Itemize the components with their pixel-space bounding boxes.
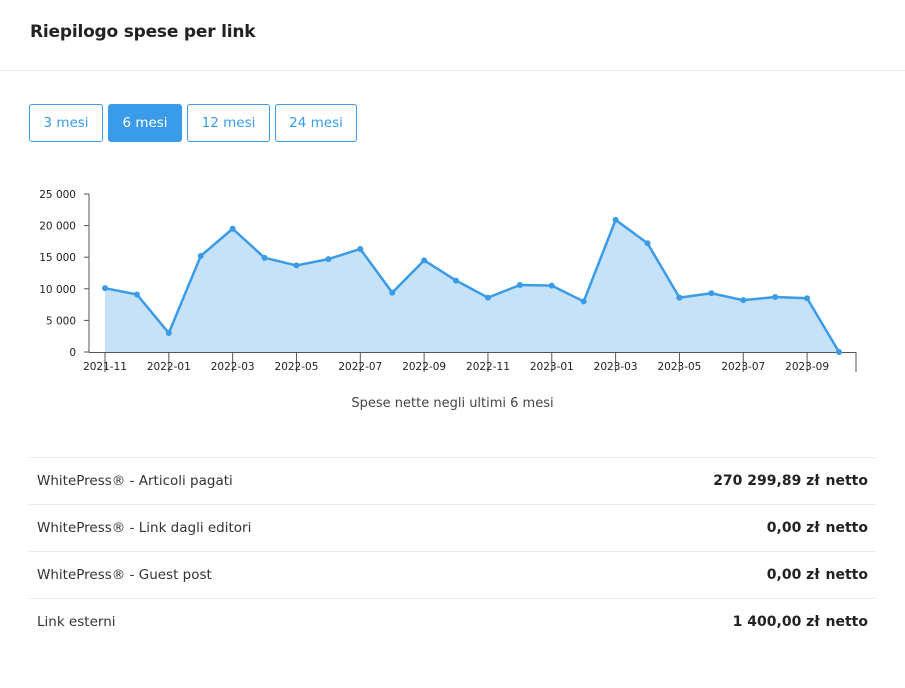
data-point xyxy=(325,256,332,263)
data-point xyxy=(484,294,491,301)
x-tick-label: 2023-03 xyxy=(594,361,638,373)
data-point xyxy=(804,295,811,302)
amount-suffix: netto xyxy=(825,473,868,489)
x-tick-label: 2023-09 xyxy=(785,361,829,373)
summary-label: WhitePress® - Articoli pagati xyxy=(37,473,233,489)
panel-header: Riepilogo spese per link xyxy=(0,0,905,71)
y-tick-label: 15 000 xyxy=(39,252,76,264)
chart-caption: Spese nette negli ultimi 6 mesi xyxy=(351,396,554,411)
summary-label: WhitePress® - Guest post xyxy=(37,567,212,583)
amount-value: 270 299,89 zł xyxy=(713,473,820,489)
data-point xyxy=(644,240,651,247)
data-point xyxy=(676,294,683,301)
data-point xyxy=(772,294,779,301)
summary-amount: 1 400,00 zł netto xyxy=(733,614,868,630)
tab-12-mesi[interactable]: 12 mesi xyxy=(187,104,270,142)
summary-row-link-editori: WhitePress® - Link dagli editori 0,00 zł… xyxy=(29,504,876,551)
x-tick-label: 2022-11 xyxy=(466,361,510,373)
y-tick-label: 20 000 xyxy=(39,221,76,233)
x-tick-label: 2022-03 xyxy=(211,361,255,373)
amount-value: 0,00 zł xyxy=(766,520,820,536)
summary-amount: 270 299,89 zł netto xyxy=(713,473,868,489)
amount-suffix: netto xyxy=(825,614,868,630)
summary-label: WhitePress® - Link dagli editori xyxy=(37,520,252,536)
y-tick-label: 0 xyxy=(69,347,76,359)
y-tick-label: 5 000 xyxy=(46,315,76,327)
summary-row-articoli: WhitePress® - Articoli pagati 270 299,89… xyxy=(29,457,876,504)
series-area xyxy=(105,219,839,352)
data-point xyxy=(293,262,300,269)
data-point xyxy=(708,290,715,297)
data-point xyxy=(389,289,396,296)
amount-value: 1 400,00 zł xyxy=(732,614,820,630)
amount-suffix: netto xyxy=(825,520,868,536)
summary-row-guest-post: WhitePress® - Guest post 0,00 zł netto xyxy=(29,551,876,598)
data-point xyxy=(357,245,364,252)
data-point xyxy=(580,298,587,305)
summary-label: Link esterni xyxy=(37,614,116,630)
data-point xyxy=(612,216,619,223)
amount-suffix: netto xyxy=(825,567,868,583)
summary-table: WhitePress® - Articoli pagati 270 299,89… xyxy=(29,457,876,645)
x-tick-label: 2022-01 xyxy=(147,361,191,373)
x-tick-label: 2023-07 xyxy=(721,361,765,373)
x-tick-label: 2023-05 xyxy=(657,361,701,373)
data-point xyxy=(133,291,140,298)
amount-value: 0,00 zł xyxy=(766,567,820,583)
y-tick-label: 10 000 xyxy=(39,284,76,296)
data-point xyxy=(548,282,555,289)
data-point xyxy=(197,252,204,259)
x-tick-label: 2022-09 xyxy=(402,361,446,373)
y-tick-label: 25 000 xyxy=(39,189,76,201)
x-tick-label: 2021-11 xyxy=(83,361,127,373)
spending-chart: 0 5 000 10 000 15 000 20 000 25 000 2021-11 202… xyxy=(0,180,905,380)
data-point xyxy=(102,285,108,292)
series-line xyxy=(104,218,841,353)
x-tick-label: 2022-07 xyxy=(338,361,382,373)
summary-row-link-esterni: Link esterni 1 400,00 zł netto xyxy=(29,598,876,645)
data-point xyxy=(165,330,172,337)
data-point xyxy=(516,282,523,289)
x-tick-label: 2023-01 xyxy=(530,361,574,373)
data-point xyxy=(421,257,428,264)
period-tabs: 3 mesi 6 mesi 12 mesi 24 mesi xyxy=(29,104,357,142)
data-point xyxy=(836,349,842,355)
summary-amount: 0,00 zł netto xyxy=(767,567,868,583)
x-tick-label: 2022-05 xyxy=(275,361,319,373)
page-title: Riepilogo spese per link xyxy=(30,22,256,42)
summary-amount: 0,00 zł netto xyxy=(767,520,868,536)
tab-6-mesi[interactable]: 6 mesi xyxy=(108,104,182,142)
data-point xyxy=(740,297,747,304)
tab-3-mesi[interactable]: 3 mesi xyxy=(29,104,103,142)
tab-24-mesi[interactable]: 24 mesi xyxy=(275,104,357,142)
data-point xyxy=(229,225,236,232)
chart-svg: 0 5 000 10 000 15 000 20 000 25 000 2021-11 202… xyxy=(39,189,857,373)
data-point xyxy=(453,277,460,284)
data-point xyxy=(261,254,268,261)
